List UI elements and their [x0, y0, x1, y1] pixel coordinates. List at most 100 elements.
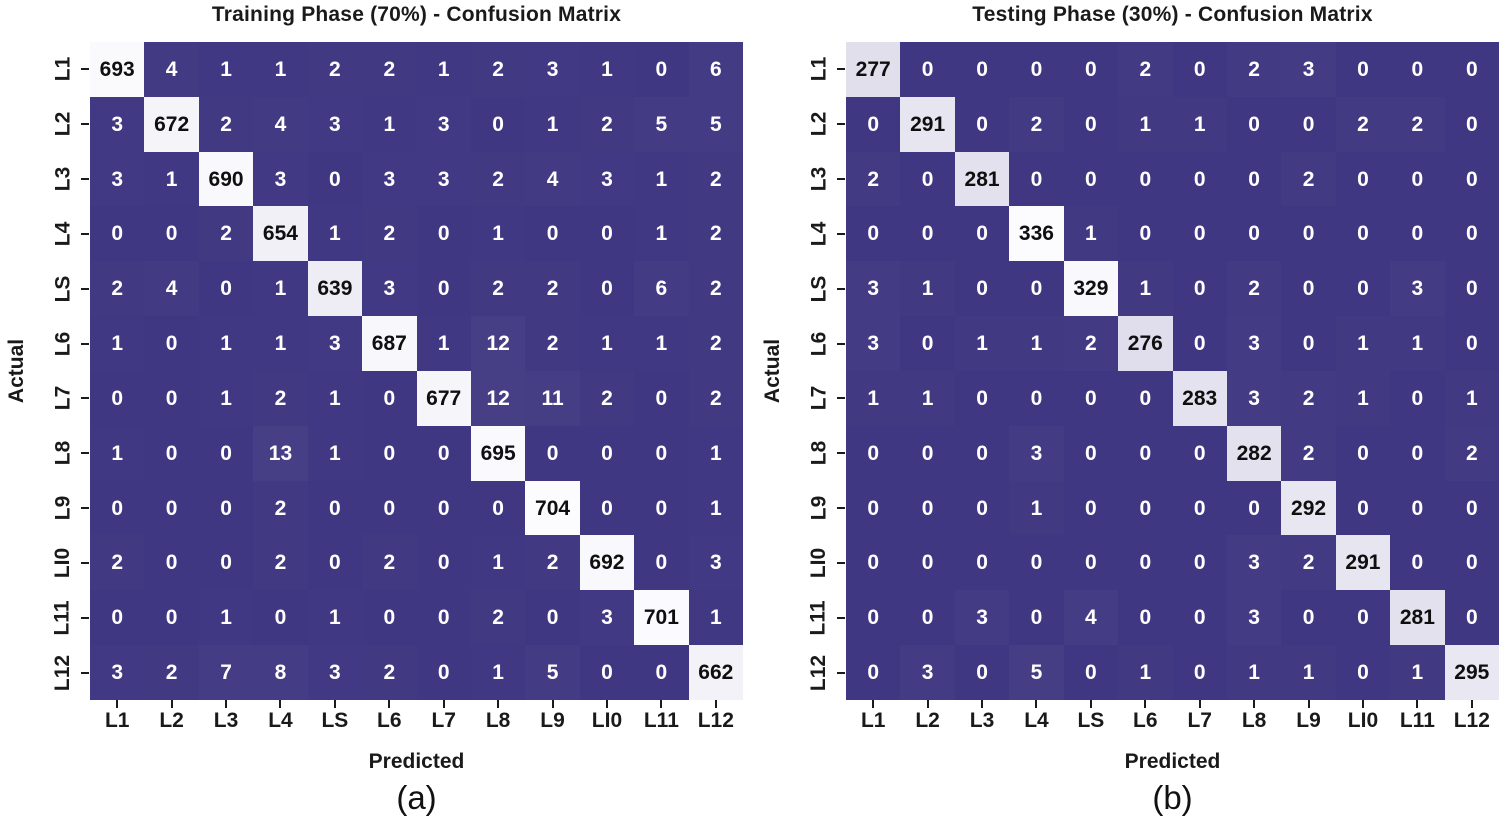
panel-testing: Testing Phase (30%) - Confusion Matrix A… — [756, 0, 1505, 837]
x-axis-tick — [1361, 700, 1364, 708]
matrix-cell: 2 — [1281, 425, 1336, 481]
matrix-cell: 8 — [253, 645, 308, 700]
matrix-cell: 3 — [525, 42, 580, 97]
matrix-cell: 3 — [579, 590, 635, 646]
matrix-cell: 0 — [954, 96, 1010, 152]
matrix-cell: 0 — [846, 206, 901, 262]
row-tick-label-text: L3 — [806, 166, 830, 192]
matrix-cell: 0 — [253, 590, 308, 646]
matrix-cell: 0 — [954, 206, 1010, 262]
col-tick-label: L8 — [485, 709, 511, 732]
matrix-cell: 0 — [1444, 316, 1499, 371]
matrix-cell: 1 — [1335, 370, 1391, 426]
matrix-cell: 3 — [688, 535, 743, 591]
matrix-cell: 0 — [634, 480, 689, 536]
matrix-cell: 0 — [634, 370, 689, 426]
matrix-cell: 2 — [90, 261, 145, 317]
matrix-cell: 2 — [688, 316, 743, 371]
y-axis-tick — [81, 68, 89, 71]
matrix-cell: 4 — [525, 151, 580, 207]
matrix-cell: 0 — [307, 151, 363, 207]
matrix-cell: 0 — [1444, 151, 1499, 207]
matrix-cell: 2 — [1118, 42, 1173, 97]
row-tick-label-text: L6 — [50, 331, 74, 356]
matrix-cell: 2 — [846, 151, 901, 207]
matrix-cell: 6 — [688, 42, 743, 97]
y-axis-tick — [837, 178, 845, 181]
matrix-cell: 3 — [954, 590, 1010, 646]
matrix-cell: 13 — [253, 425, 308, 481]
matrix-cell: 7 — [198, 645, 254, 700]
matrix-cell: 2 — [470, 261, 526, 317]
matrix-cell: 2 — [1281, 151, 1336, 207]
matrix-cell: 0 — [1009, 261, 1064, 317]
row-tick-label: L12 — [46, 645, 80, 700]
matrix-cell: 0 — [416, 480, 471, 536]
matrix-cell: 687 — [362, 316, 417, 371]
col-tick-label: L9 — [1296, 709, 1321, 732]
matrix-cell: 2 — [253, 480, 308, 536]
row-tick-label-text: LS — [51, 275, 74, 303]
matrix-cell: 0 — [1390, 42, 1445, 97]
matrix-cell: 0 — [144, 316, 199, 371]
matrix-cell: 1 — [198, 42, 254, 97]
matrix-cell: 695 — [470, 425, 526, 481]
matrix-cell: 0 — [579, 645, 635, 700]
matrix-cell: 0 — [1172, 261, 1227, 317]
matrix-cell: 0 — [1390, 370, 1445, 426]
x-axis-tick — [551, 700, 554, 708]
matrix-cell: 329 — [1063, 261, 1119, 317]
matrix-cell: 2 — [688, 151, 743, 207]
y-axis-tick — [837, 68, 845, 71]
matrix-cell: 2 — [1335, 96, 1391, 152]
matrix-cell: 0 — [362, 370, 417, 426]
matrix-cell: 3 — [416, 151, 471, 207]
matrix-cell: 12 — [470, 316, 526, 371]
col-tick-label: L7 — [431, 709, 456, 732]
matrix-cell: 1 — [307, 590, 363, 646]
matrix-cell: 2 — [144, 645, 199, 700]
row-tick-label: L11 — [802, 590, 836, 645]
y-axis-tick — [81, 123, 89, 126]
matrix-cell: 0 — [1390, 206, 1445, 262]
matrix-cell: 3 — [307, 645, 363, 700]
y-axis-tick — [81, 342, 89, 345]
col-tick-label: L7 — [1187, 709, 1212, 732]
matrix-cell: 692 — [579, 535, 635, 591]
matrix-cell: 1 — [1335, 316, 1391, 371]
matrix-cell: 0 — [1335, 425, 1391, 481]
x-axis-tick — [1144, 700, 1147, 708]
row-tick-label-text: L4 — [50, 221, 74, 247]
matrix-cell: 0 — [416, 261, 471, 317]
matrix-cell: 336 — [1009, 206, 1064, 262]
y-axis-tick — [837, 561, 845, 564]
col-tick-label: L1 — [860, 709, 886, 732]
matrix-cell: 690 — [198, 151, 254, 207]
matrix-cell: 0 — [144, 370, 199, 426]
x-axis-label-training: Predicted — [368, 750, 465, 773]
matrix-cell: 2 — [525, 261, 580, 317]
matrix-cell: 0 — [1172, 645, 1227, 700]
matrix-cell: 0 — [1335, 261, 1391, 317]
matrix-cell: 0 — [416, 425, 471, 481]
row-tick-label-text: L9 — [806, 495, 830, 521]
row-tick-label: L1 — [802, 42, 836, 97]
matrix-cell: 2 — [90, 535, 145, 591]
matrix-cell: 0 — [307, 535, 363, 591]
col-tick-label: L11 — [643, 709, 679, 732]
matrix-cell: 0 — [1009, 42, 1064, 97]
matrix-cell: 0 — [1226, 206, 1282, 262]
row-tick-label: L12 — [802, 645, 836, 700]
matrix-cell: 4 — [144, 261, 199, 317]
matrix-cell: 0 — [525, 590, 580, 646]
y-axis-tick — [837, 507, 845, 510]
row-tick-label-text: L8 — [806, 440, 830, 466]
matrix-cell: 639 — [307, 261, 363, 317]
matrix-cell: 1 — [634, 206, 689, 262]
matrix-cell: 1 — [362, 96, 417, 152]
matrix-cell: 1 — [1390, 316, 1445, 371]
matrix-cell: 0 — [954, 425, 1010, 481]
matrix-cell: 0 — [1444, 261, 1499, 317]
matrix-cell: 0 — [470, 96, 526, 152]
y-axis-tick — [81, 561, 89, 564]
